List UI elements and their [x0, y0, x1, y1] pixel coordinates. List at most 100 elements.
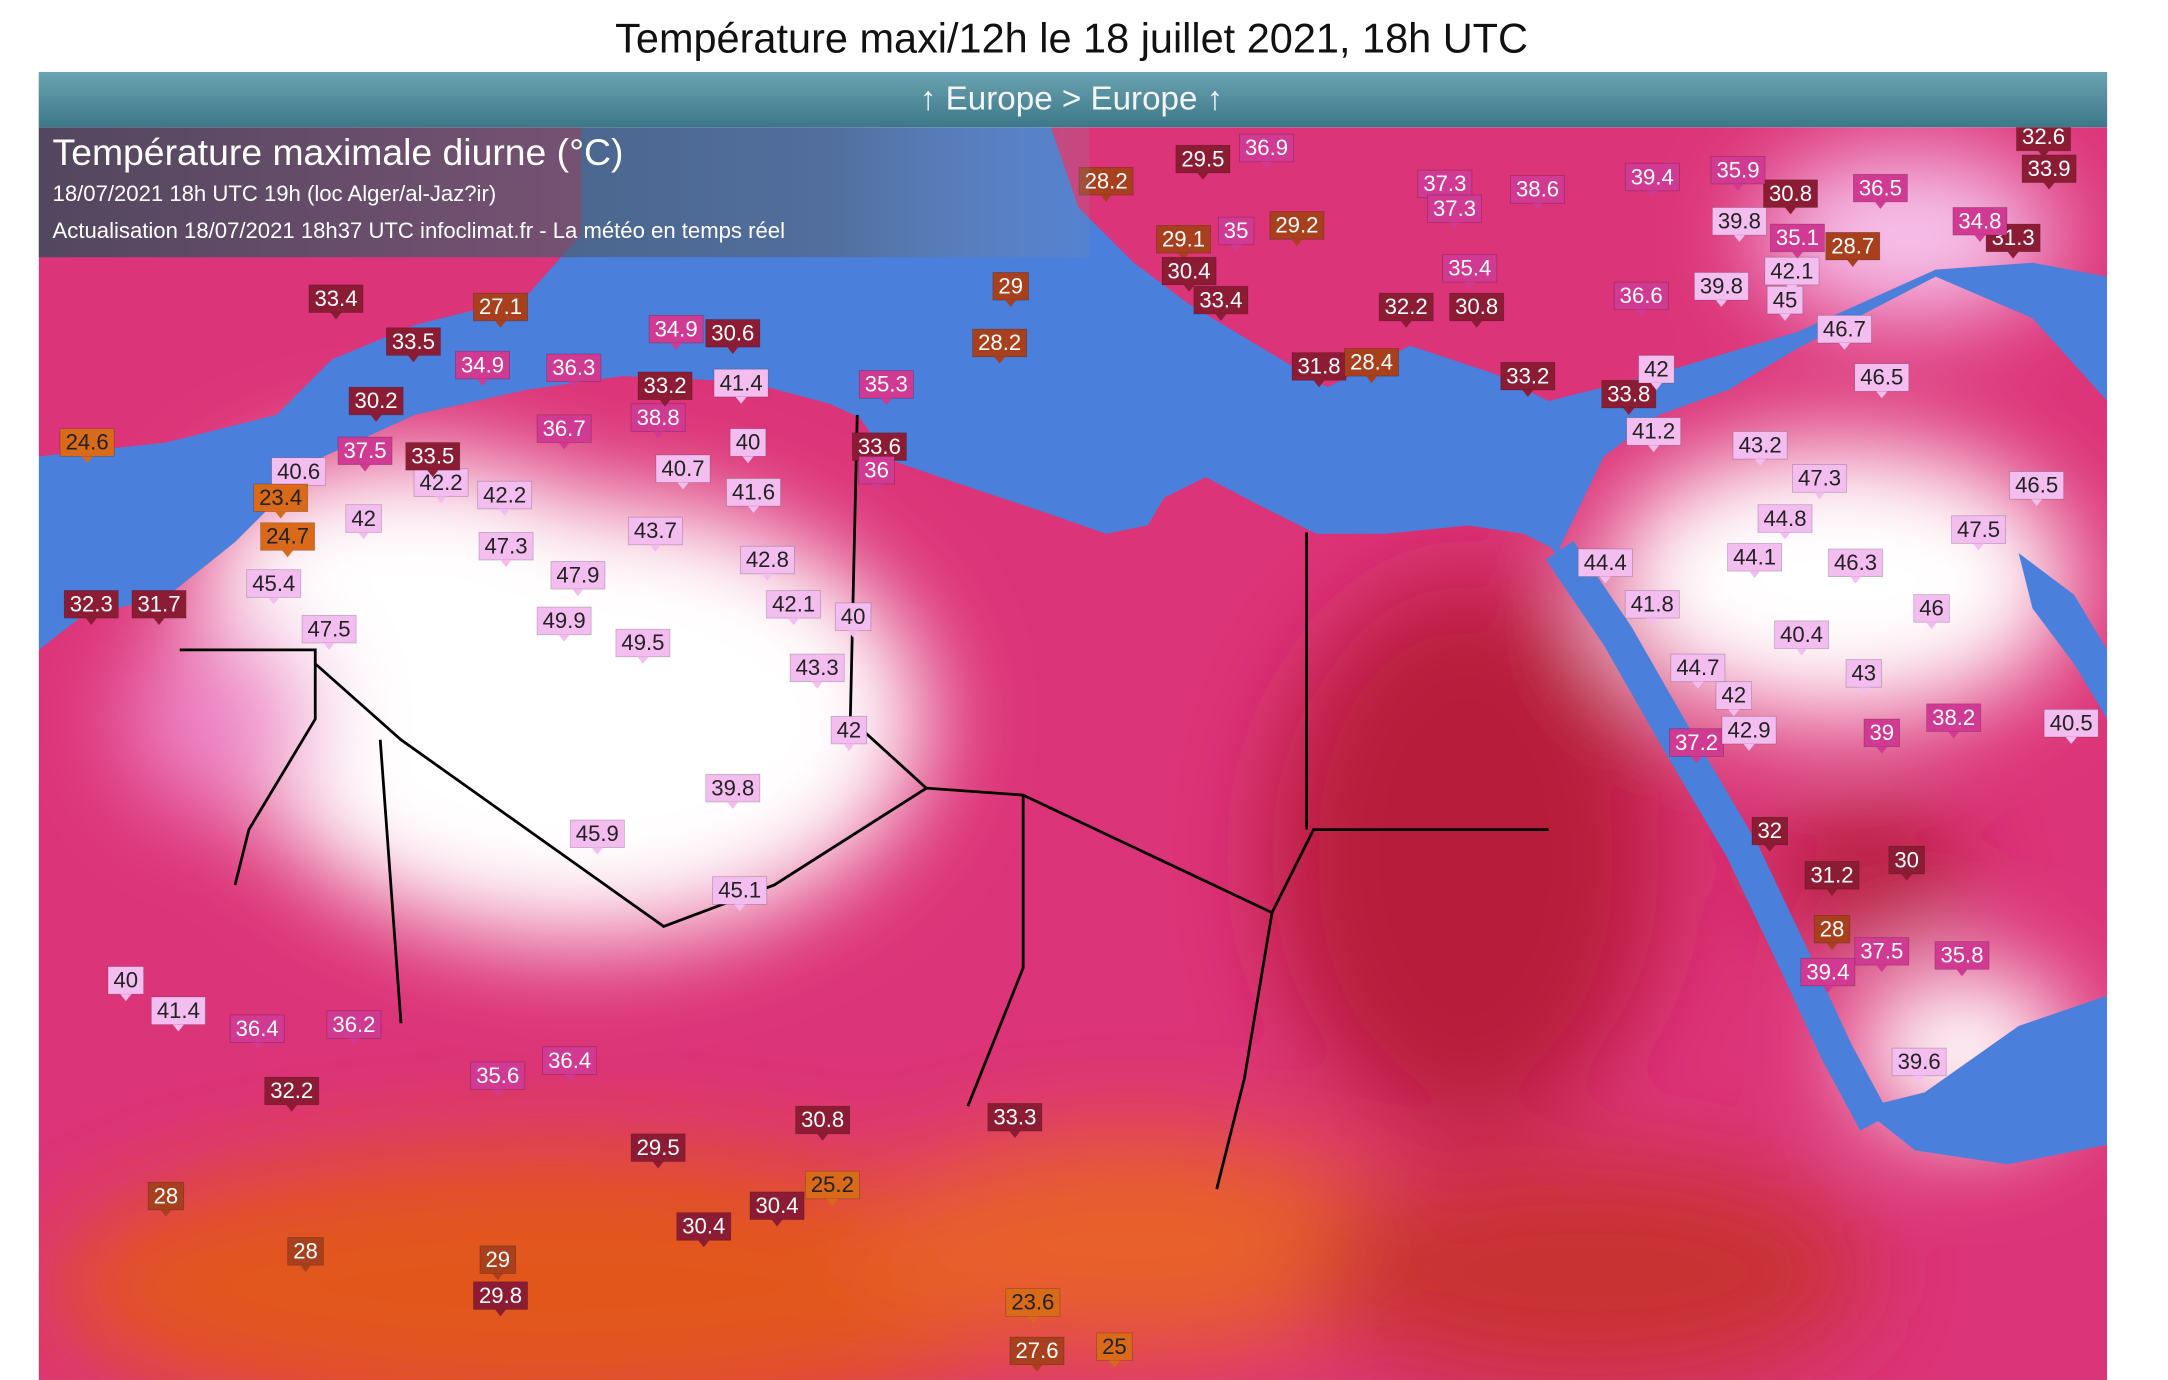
station-value: 41.4: [157, 998, 200, 1023]
station-value: 33.6: [858, 434, 901, 459]
station: 46.5: [1854, 363, 1910, 399]
station-box: [1770, 223, 1825, 253]
station-pointer: [1749, 571, 1761, 579]
station-value: 49.9: [543, 608, 586, 633]
station: 43: [1845, 659, 1882, 695]
station-pointer: [1522, 389, 1534, 397]
station: 46: [1913, 594, 1950, 630]
station-box: [712, 876, 768, 905]
station-box: [413, 468, 469, 497]
station-value: 42.9: [1728, 717, 1771, 742]
station: 32: [1751, 816, 1788, 852]
station-pointer: [677, 482, 689, 490]
station-box: [1804, 861, 1860, 890]
station-value: 37.3: [1423, 171, 1466, 196]
station-value: 39.4: [1806, 959, 1849, 984]
station-pointer: [282, 550, 294, 558]
station-value: 46.5: [1860, 365, 1903, 390]
station-box: [987, 1103, 1043, 1132]
station: 23.4: [253, 483, 309, 519]
station-pointer: [871, 483, 883, 491]
station: 46.7: [1817, 314, 1872, 350]
station-box: [1710, 155, 1766, 185]
station-pointer: [300, 1265, 312, 1273]
station-value: 30.8: [1455, 294, 1498, 319]
station-value: 25.2: [811, 1172, 854, 1197]
station-box: [542, 1046, 598, 1075]
station: 30.4: [1161, 256, 1217, 292]
station-pointer: [492, 1273, 504, 1281]
station: 27.1: [473, 292, 528, 328]
nav-bar: [38, 71, 2108, 128]
station-value: 33.2: [1506, 363, 1549, 388]
station-pointer: [1876, 965, 1888, 973]
station-pointer: [558, 634, 570, 642]
station-pointer: [1692, 681, 1704, 689]
station-value: 40: [114, 968, 139, 993]
station-value: 41.8: [1631, 592, 1674, 617]
station-pointer: [1108, 1360, 1120, 1368]
station-pointer: [251, 1042, 263, 1050]
station-box: [405, 442, 461, 471]
station-value: 36.3: [552, 355, 595, 380]
station-pointer: [843, 743, 855, 751]
station-box: [260, 522, 315, 551]
station-pointer: [1858, 687, 1870, 695]
station-value: 24.7: [266, 524, 309, 549]
station-value: 35.8: [1940, 943, 1983, 968]
station: 33.8: [1601, 379, 1657, 415]
station-box: [1952, 207, 2008, 236]
station: 28: [287, 1237, 324, 1273]
station-value: 42: [351, 506, 376, 531]
station-value: 42: [837, 717, 862, 742]
station-value: 28.2: [1085, 168, 1128, 193]
station-box: [830, 715, 868, 745]
station-pointer: [742, 456, 754, 464]
station: 34.9: [455, 350, 510, 386]
station-box: [637, 371, 693, 400]
station-box: [246, 569, 302, 598]
station-pointer: [1926, 622, 1938, 630]
station-value: 47.3: [485, 533, 528, 558]
station: 35.4: [1442, 254, 1498, 290]
station: 46.3: [1828, 548, 1883, 584]
station: 35.6: [470, 1061, 526, 1097]
station-pointer: [492, 1089, 504, 1097]
station-pointer: [1785, 207, 1797, 215]
nav-link[interactable]: ↑ Europe > Europe ↑: [920, 81, 1223, 118]
station-value: 34.8: [1958, 209, 2001, 234]
station: 33.5: [405, 442, 461, 478]
station-value: 37.5: [1860, 939, 1903, 964]
station-box: [1757, 504, 1813, 533]
station-box: [107, 966, 144, 995]
station-box: [858, 455, 895, 485]
station: 30.2: [348, 386, 404, 422]
station: 38.8: [630, 403, 686, 439]
station-box: [253, 483, 309, 512]
station-value: 44.7: [1676, 655, 1719, 680]
station-box: [59, 428, 115, 457]
station: 42: [345, 504, 382, 540]
station-box: [271, 457, 327, 486]
station-pointer: [1764, 844, 1776, 852]
station-box: [348, 386, 404, 416]
station-value: 29.5: [637, 1135, 680, 1160]
station-pointer: [427, 470, 439, 478]
station-box: [1291, 352, 1347, 381]
station-box: [1845, 659, 1882, 688]
station-pointer: [1027, 1316, 1039, 1324]
station-box: [766, 590, 822, 619]
station-box: [550, 561, 606, 590]
station-pointer: [81, 456, 93, 464]
station: 36.7: [536, 414, 592, 450]
station-pointer: [727, 801, 739, 809]
station-pointer: [1690, 756, 1703, 764]
station: 30.8: [1449, 292, 1505, 328]
station-value: 35.4: [1448, 256, 1491, 281]
station-pointer: [652, 431, 664, 439]
station-value: 46.7: [1823, 316, 1866, 341]
station-pointer: [652, 1161, 664, 1169]
station-value: 33.9: [2028, 156, 2071, 181]
station-value: 35: [1224, 218, 1249, 243]
station-box: [795, 1105, 851, 1135]
